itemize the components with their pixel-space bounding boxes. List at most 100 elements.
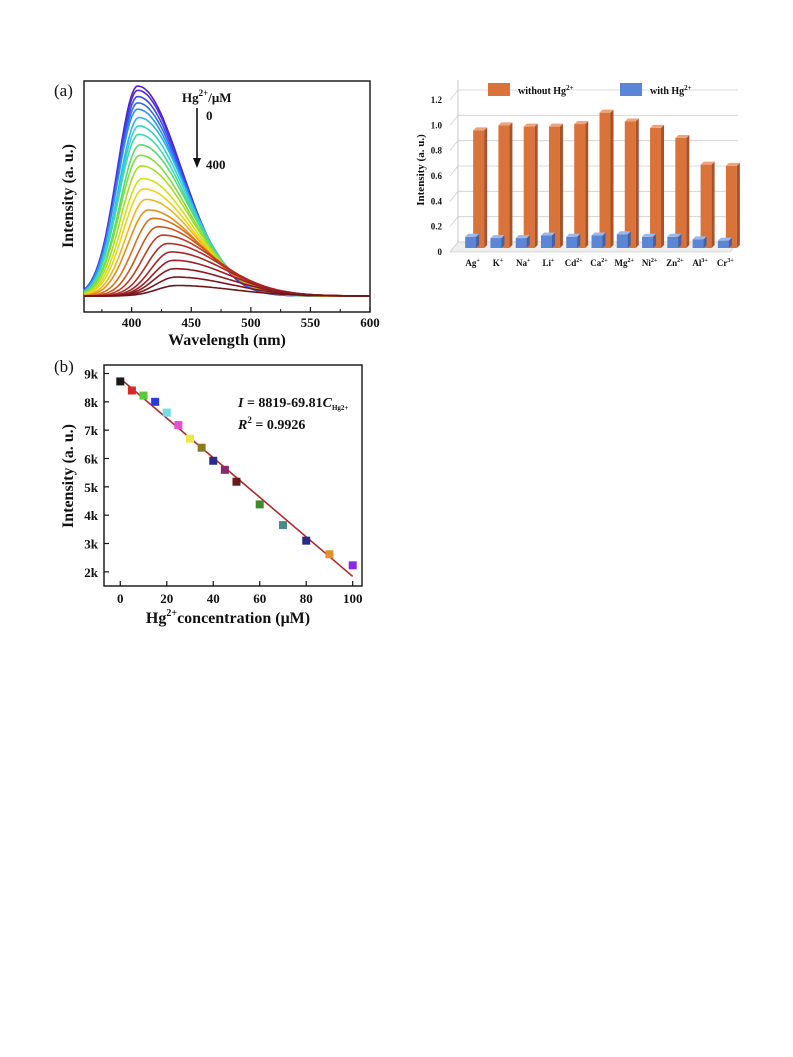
panel-b-ylabel: Intensity (a. u.): [60, 424, 77, 528]
y-tick-label: 1.0: [431, 120, 443, 130]
x-tick-label: 500: [241, 315, 261, 330]
annotation-base: Hg: [182, 90, 199, 105]
bar-with: [717, 240, 729, 248]
category-base: Ni: [642, 258, 651, 268]
grid-line-diag: [449, 115, 459, 126]
panel-b-r2: R2 = 0.9926: [237, 415, 305, 433]
bar-with-side: [653, 233, 657, 248]
bar-without-side: [736, 162, 740, 248]
bar-with: [465, 236, 477, 248]
bar-without-top: [498, 122, 513, 126]
category-label: Ag+: [465, 258, 480, 268]
bar-without: [599, 112, 611, 249]
bar-without-top: [725, 162, 740, 166]
bar-without: [624, 121, 636, 248]
bar-with-top: [465, 233, 480, 237]
data-point: [162, 408, 171, 417]
x-tick-label: 0: [117, 591, 124, 606]
fit-line: [119, 378, 354, 578]
panel-a-annotation-end: 400: [206, 157, 226, 172]
equation-rhs: = 8819-69.81: [243, 396, 322, 411]
category-sup: +: [551, 258, 555, 264]
bar-with-side: [476, 233, 480, 248]
grid-line-diag: [449, 165, 459, 177]
r2-sup: 2: [247, 415, 252, 425]
category-label: Cr3+: [717, 258, 735, 268]
bar-with-side: [501, 235, 505, 248]
bar-without: [473, 130, 485, 248]
data-point: [278, 521, 287, 530]
xlabel-base: Hg: [146, 610, 166, 627]
bar-with: [616, 234, 628, 248]
bar-with-side: [678, 233, 682, 248]
bar-with: [566, 236, 578, 248]
bar-with-top: [642, 233, 657, 237]
bar-without-top: [700, 161, 715, 165]
category-sup: +: [476, 258, 480, 264]
panel-a: (a) 400 450 500 550 600 Wavelength (nm) Inte…: [54, 80, 380, 349]
category-sup: 2+: [628, 258, 635, 264]
legend-with-sup: 2+: [684, 84, 692, 92]
bar-without: [498, 125, 510, 248]
bar-without: [523, 126, 535, 248]
x-tick-label: 100: [343, 591, 363, 606]
category-label: Zn2+: [666, 258, 684, 268]
category-sup: 2+: [677, 258, 684, 264]
spectrum-curve: [84, 284, 370, 297]
data-point: [186, 434, 194, 443]
y-tick-label: 0: [438, 247, 443, 257]
equation-coef: C: [323, 396, 333, 411]
bar-with-top: [566, 233, 581, 237]
y-tick-label: 6k: [84, 452, 99, 467]
bar-with-top: [490, 235, 505, 239]
category-sup: +: [500, 258, 504, 264]
data-point: [127, 386, 136, 395]
category-base: Cr: [717, 258, 728, 268]
category-base: Li: [542, 258, 551, 268]
bar-bars: Ag+ K+ Na+ Li+ Cd2+ Ca2+ Mg2+ Ni2+ Zn2+ Al3+ Cr3+: [465, 109, 740, 268]
bar-with-side: [627, 231, 631, 248]
category-sup: 2+: [651, 258, 658, 264]
bar-without-side: [661, 124, 665, 248]
data-point: [325, 550, 334, 559]
category-label: Li+: [542, 258, 555, 268]
bar-without: [650, 127, 662, 248]
panel-a-arrowhead: [193, 158, 201, 168]
panel-b-xlabel: Hg2+concentration (μM): [146, 608, 310, 627]
panel-b-frame: [103, 364, 363, 587]
category-label: Na+: [516, 258, 531, 268]
data-point: [255, 500, 264, 509]
bar-without: [675, 138, 687, 248]
panel-a-label: (a): [54, 81, 73, 100]
y-tick-label: 9k: [84, 367, 99, 382]
bar-without-top: [675, 135, 690, 138]
category-base: Mg: [615, 258, 628, 268]
category-label: Cd2+: [565, 258, 584, 268]
bar-with: [692, 239, 704, 248]
bar-with: [540, 235, 552, 248]
y-tick-label: 1.2: [431, 95, 443, 105]
bar-without-side: [635, 118, 639, 249]
annotation-sup: 2+: [199, 88, 209, 98]
bar-without-side: [484, 127, 488, 248]
data-point: [151, 397, 160, 406]
legend-without-base: without Hg: [518, 86, 566, 97]
legend-swatch-with: [620, 83, 642, 96]
bar-without-side: [585, 121, 589, 248]
annotation-unit: /μM: [207, 90, 231, 105]
data-point: [302, 536, 311, 545]
bar-without: [725, 165, 737, 248]
grid-line-diag: [449, 89, 459, 101]
r2-rhs: = 0.9926: [252, 418, 305, 433]
panel-b-label: (b): [54, 357, 74, 376]
bar-without-side: [686, 135, 690, 248]
bar-with-top: [616, 231, 631, 235]
panel-a-annotation-start: 0: [206, 108, 213, 123]
data-point: [197, 443, 206, 452]
panel-b: (b) 0 20 40 60 80 100 2k 3k 4k 5k 6k 7k 8k 9k I = 881…: [54, 357, 363, 627]
x-tick-label: 80: [300, 591, 313, 606]
y-tick-label: 0.8: [431, 146, 443, 156]
panel-a-curves: [83, 85, 371, 297]
bar-with-side: [526, 235, 530, 248]
